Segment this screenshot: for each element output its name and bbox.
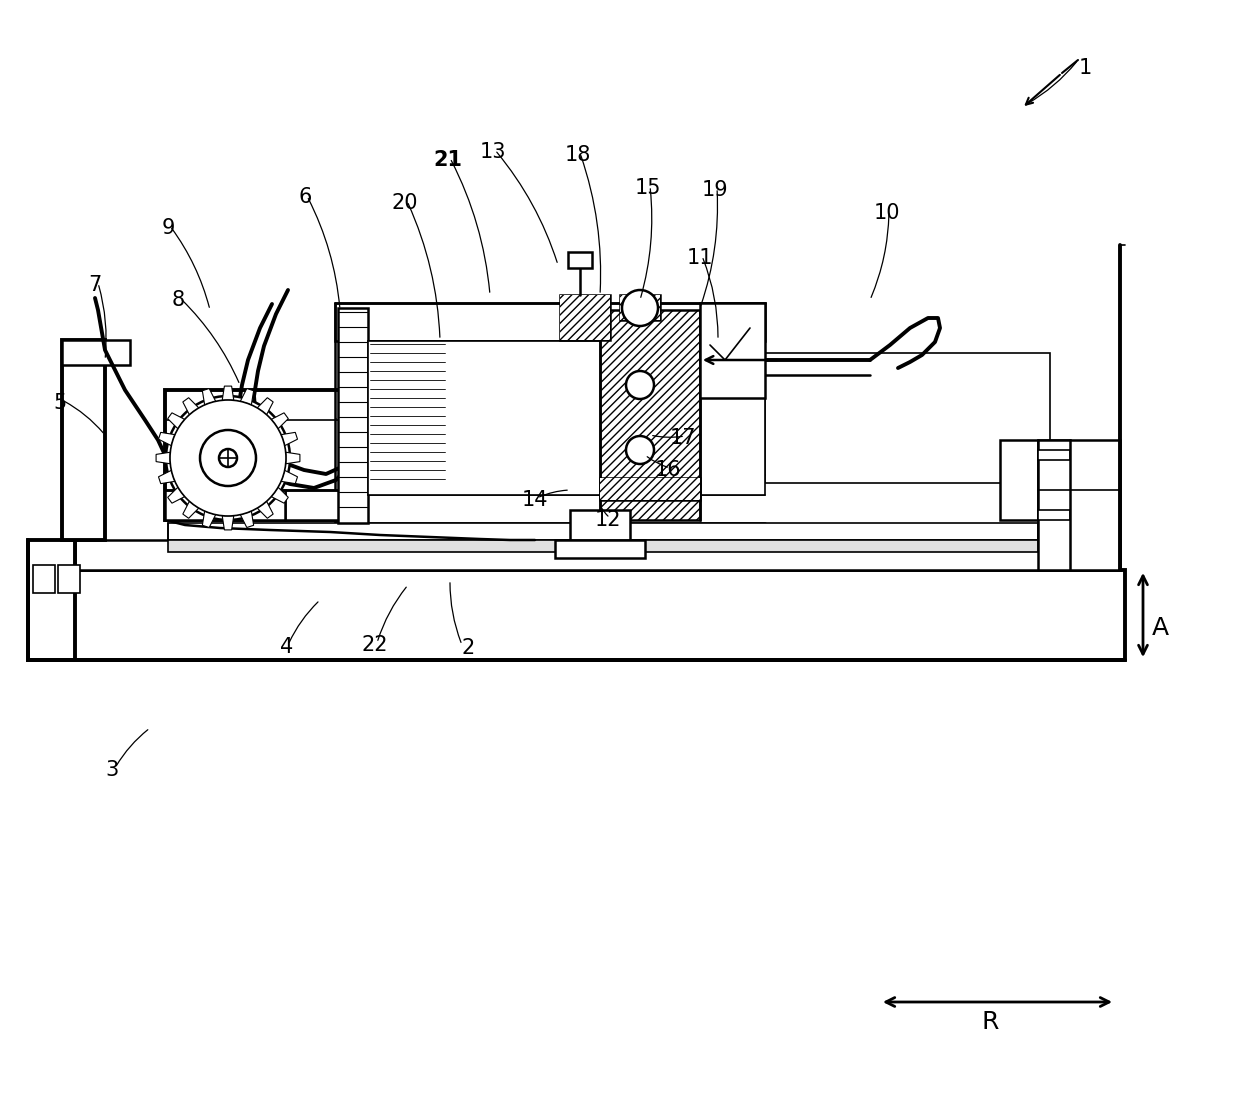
Polygon shape [285, 489, 340, 520]
Text: 13: 13 [480, 142, 506, 162]
Text: 20: 20 [392, 193, 418, 213]
Polygon shape [999, 440, 1038, 520]
Polygon shape [285, 453, 300, 464]
Text: 18: 18 [564, 145, 591, 165]
Polygon shape [62, 340, 105, 540]
Circle shape [622, 290, 658, 326]
Bar [620, 295, 660, 320]
Bar [167, 523, 1038, 540]
Text: 9: 9 [161, 219, 175, 237]
Polygon shape [159, 471, 175, 484]
Polygon shape [167, 487, 185, 503]
Text: 1: 1 [1079, 58, 1091, 78]
Polygon shape [1038, 440, 1120, 570]
Text: 4: 4 [280, 637, 294, 657]
Circle shape [166, 396, 290, 520]
Polygon shape [222, 516, 234, 530]
Polygon shape [241, 388, 254, 405]
Bar [560, 295, 610, 340]
Bar [620, 295, 660, 320]
Text: 14: 14 [522, 489, 548, 510]
Polygon shape [281, 471, 298, 484]
Polygon shape [241, 511, 254, 527]
Bar [570, 510, 630, 540]
Bar [335, 303, 765, 341]
Text: 19: 19 [702, 180, 728, 200]
Polygon shape [62, 340, 130, 365]
Text: 8: 8 [171, 290, 185, 310]
Bar [568, 252, 591, 268]
Text: 5: 5 [53, 392, 67, 413]
Circle shape [626, 371, 653, 399]
Bar [701, 303, 765, 398]
Text: A: A [1152, 615, 1168, 640]
Text: 17: 17 [670, 428, 696, 448]
Polygon shape [156, 453, 170, 464]
Polygon shape [272, 487, 288, 503]
Bar [33, 565, 55, 593]
Bar [765, 353, 1050, 483]
Circle shape [219, 449, 237, 467]
Polygon shape [182, 502, 198, 518]
Polygon shape [182, 398, 198, 415]
Text: 21: 21 [434, 151, 463, 169]
Circle shape [200, 430, 255, 486]
Polygon shape [29, 570, 1125, 660]
Polygon shape [165, 489, 285, 520]
Circle shape [170, 400, 286, 516]
Polygon shape [272, 413, 288, 429]
Text: 10: 10 [874, 203, 900, 223]
Circle shape [626, 436, 653, 464]
Bar [339, 308, 368, 523]
Polygon shape [257, 502, 273, 518]
Text: 12: 12 [595, 510, 621, 530]
Text: 2: 2 [461, 638, 475, 658]
Bar [600, 478, 701, 500]
Bar [600, 478, 701, 500]
Text: 3: 3 [105, 760, 119, 780]
Bar [600, 310, 701, 520]
Text: 16: 16 [655, 460, 681, 479]
Polygon shape [1038, 510, 1070, 520]
Polygon shape [159, 433, 175, 446]
Text: 7: 7 [88, 275, 102, 295]
Text: 15: 15 [635, 178, 661, 198]
Polygon shape [167, 413, 185, 429]
Text: 6: 6 [299, 187, 311, 207]
Bar [368, 341, 765, 495]
Polygon shape [222, 386, 234, 400]
Text: 11: 11 [687, 248, 713, 268]
Polygon shape [74, 540, 1120, 570]
Polygon shape [29, 540, 74, 660]
Text: 22: 22 [362, 636, 388, 655]
Bar [58, 565, 81, 593]
Bar [556, 540, 645, 558]
Bar [167, 540, 1038, 552]
Polygon shape [202, 511, 216, 527]
Polygon shape [202, 388, 216, 405]
Polygon shape [1038, 440, 1070, 520]
Bar [560, 295, 610, 340]
Text: R: R [981, 1010, 998, 1034]
Polygon shape [165, 390, 340, 520]
Polygon shape [1038, 450, 1070, 460]
Polygon shape [257, 398, 273, 415]
Polygon shape [281, 433, 298, 446]
